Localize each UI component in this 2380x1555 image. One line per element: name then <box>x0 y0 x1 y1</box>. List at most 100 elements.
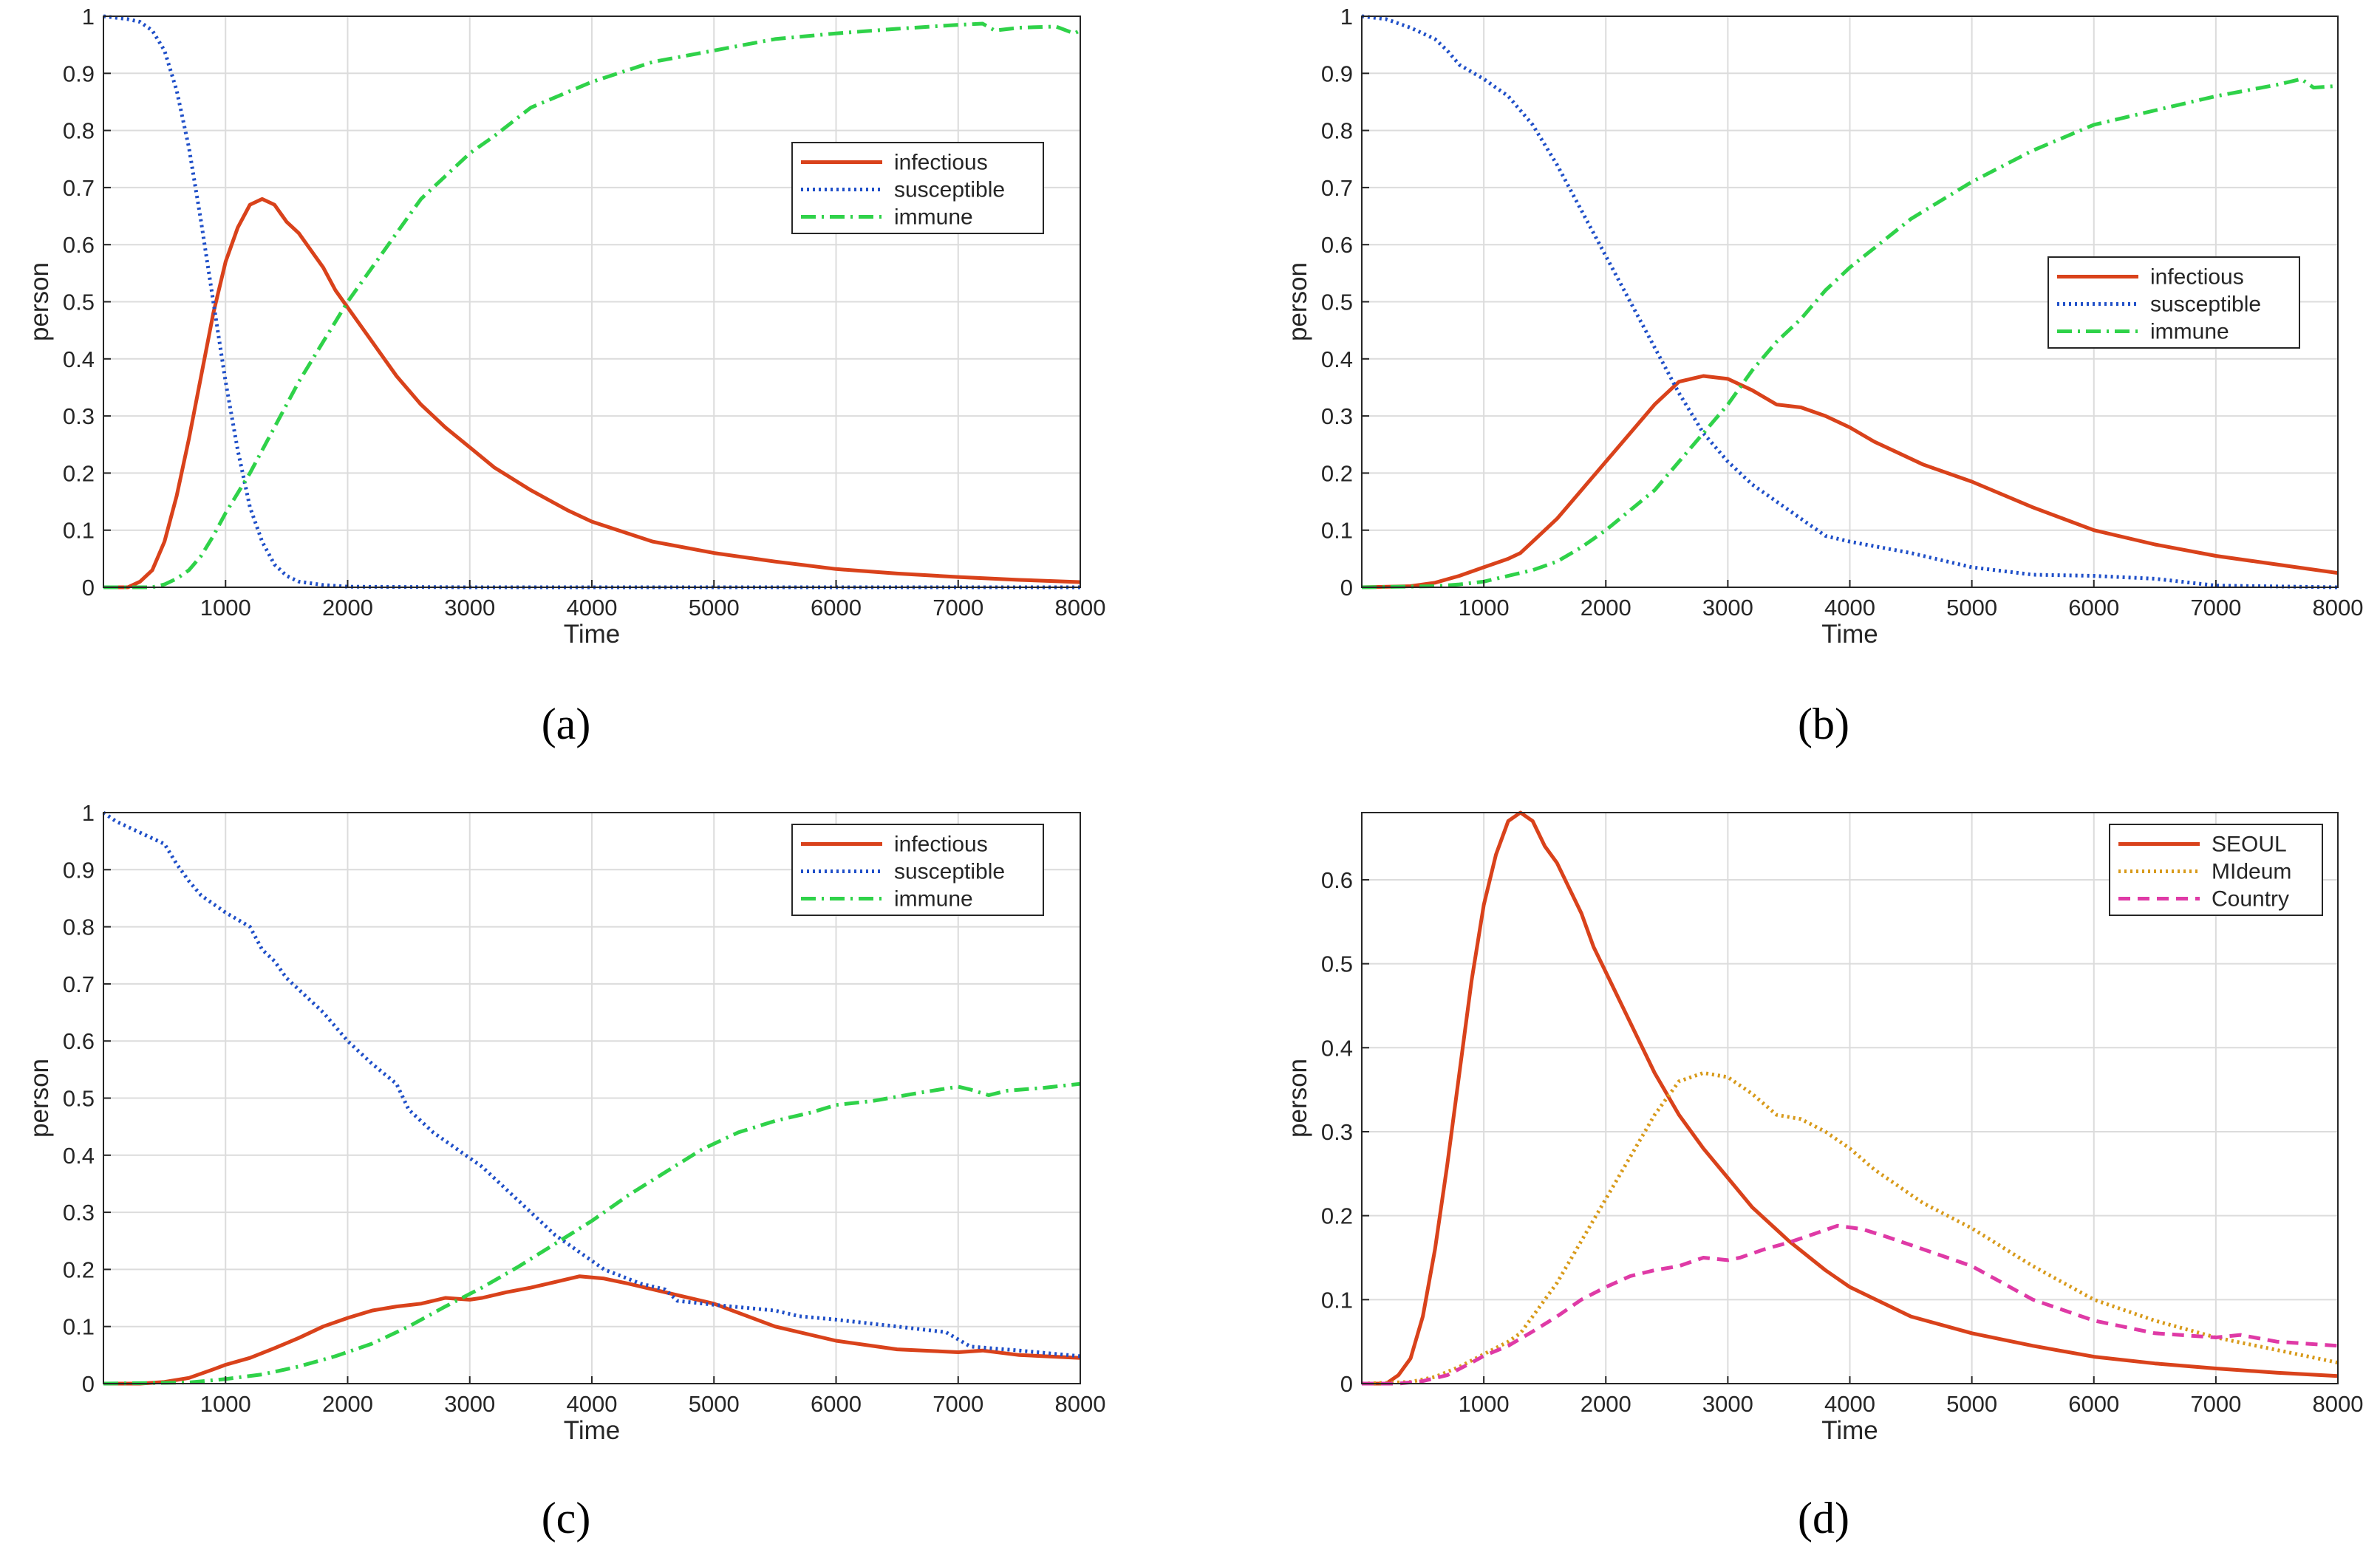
series-line-seoul <box>1362 810 2339 1386</box>
legend-label-immune: immune <box>2150 320 2229 344</box>
y-tick-label: 0.4 <box>63 346 95 372</box>
x-tick-label: 5000 <box>1946 595 1997 621</box>
legend-label-seoul: SEOUL <box>2212 833 2287 857</box>
y-tick-label: 0.7 <box>63 175 95 201</box>
panel-caption: (b) <box>1798 700 1849 748</box>
y-tick-label: 0.6 <box>1321 232 1353 258</box>
y-tick-label: 0.6 <box>63 232 95 258</box>
series-line-susceptible <box>1361 14 2339 589</box>
legend: SEOUL MIdeum Country <box>2109 824 2323 916</box>
x-tick-label: 3000 <box>444 595 495 621</box>
legend: infectious susceptible immune <box>2047 256 2300 349</box>
x-tick-label: 7000 <box>932 595 983 621</box>
y-tick-label: 0.6 <box>63 1028 95 1054</box>
legend-label-infectious: infectious <box>2150 265 2244 290</box>
series-line-susceptible <box>102 810 1081 1359</box>
y-tick-label: 0.3 <box>63 1200 95 1226</box>
panel-caption: (c) <box>542 1494 591 1542</box>
y-tick-label: 0.5 <box>63 1086 95 1112</box>
legend-label-infectious: infectious <box>894 151 988 175</box>
chart-panel-b: 1000 2000 3000 4000 5000 6000 7000 8000 0 0.1 0.2 0… <box>1283 4 2363 748</box>
legend-label-infectious: infectious <box>894 833 988 857</box>
x-axis-label: Time <box>1821 1416 1878 1445</box>
y-tick-label: 0.5 <box>1321 951 1353 977</box>
y-tick-label: 0.2 <box>1321 460 1353 486</box>
chart-panel-a: 1000 2000 3000 4000 5000 6000 7000 8000 0 0.1 0.2 0… <box>25 4 1105 748</box>
x-axis-label: Time <box>1821 620 1878 649</box>
y-tick-label: 0.2 <box>63 460 95 486</box>
y-tick-label: 0.4 <box>1321 346 1353 372</box>
x-tick-label: 5000 <box>689 1391 740 1417</box>
x-axis-label: Time <box>564 1416 620 1445</box>
y-tick-label: 0.8 <box>63 118 95 144</box>
y-tick-label: 0.4 <box>63 1143 95 1169</box>
x-tick-label: 1000 <box>1459 1391 1510 1417</box>
y-tick-label: 0.2 <box>63 1257 95 1282</box>
y-tick-label: 0.8 <box>1321 118 1353 144</box>
y-tick-label: 0.7 <box>1321 175 1353 201</box>
x-tick-label: 4000 <box>1824 1391 1875 1417</box>
x-tick-label: 8000 <box>1055 1391 1106 1417</box>
y-tick-label: 0 <box>1340 1371 1353 1397</box>
y-tick-label: 0.5 <box>63 290 95 315</box>
x-tick-label: 5000 <box>1946 1391 1997 1417</box>
y-axis-label: person <box>1283 262 1312 341</box>
x-tick-label: 6000 <box>811 1391 862 1417</box>
legend-label-susceptible: susceptible <box>894 860 1005 884</box>
series-line-country <box>1362 1223 2339 1386</box>
series-line-immune <box>103 1081 1081 1386</box>
x-tick-label: 4000 <box>1824 595 1875 621</box>
x-tick-label: 5000 <box>689 595 740 621</box>
y-axis-label: person <box>25 262 54 341</box>
x-tick-label: 2000 <box>322 595 373 621</box>
x-axis-label: Time <box>564 620 620 649</box>
y-tick-label: 0.8 <box>63 915 95 940</box>
x-tick-label: 2000 <box>1581 1391 1631 1417</box>
legend-label-immune: immune <box>894 887 973 912</box>
y-axis-label: person <box>25 1059 54 1138</box>
y-tick-label: 0.6 <box>1321 867 1353 893</box>
y-tick-label: 0.9 <box>1321 61 1353 86</box>
y-tick-label: 0.1 <box>1321 518 1353 544</box>
y-tick-label: 0.2 <box>1321 1203 1353 1229</box>
y-tick-label: 0.5 <box>1321 290 1353 315</box>
y-tick-label: 0.3 <box>1321 403 1353 429</box>
x-tick-label: 8000 <box>2313 1391 2364 1417</box>
x-tick-label: 2000 <box>322 1391 373 1417</box>
x-tick-label: 3000 <box>444 1391 495 1417</box>
x-tick-label: 7000 <box>2190 1391 2241 1417</box>
series-line-infectious <box>103 196 1081 589</box>
y-tick-label: 0.9 <box>63 857 95 883</box>
x-tick-label: 3000 <box>1702 595 1753 621</box>
series-line-infectious <box>1361 374 2339 589</box>
x-tick-label: 4000 <box>567 1391 618 1417</box>
x-tick-label: 4000 <box>567 595 618 621</box>
y-tick-label: 0.3 <box>1321 1119 1353 1145</box>
y-tick-label: 0.3 <box>63 403 95 429</box>
legend-label-immune: immune <box>894 205 973 230</box>
x-tick-label: 6000 <box>811 595 862 621</box>
y-tick-label: 1 <box>1340 4 1353 30</box>
y-tick-label: 0.1 <box>63 518 95 544</box>
panel-caption: (a) <box>542 700 591 748</box>
y-tick-label: 0.9 <box>63 61 95 86</box>
y-tick-label: 0.4 <box>1321 1035 1353 1061</box>
x-tick-label: 1000 <box>200 1391 251 1417</box>
series-line-immune <box>1361 77 2339 589</box>
series-line-immune <box>103 21 1082 589</box>
legend: infectious susceptible immune <box>791 142 1044 234</box>
x-tick-label: 1000 <box>200 595 251 621</box>
x-tick-label: 6000 <box>2068 595 2119 621</box>
legend-label-susceptible: susceptible <box>894 178 1005 202</box>
chart-panel-d: 1000 2000 3000 4000 5000 6000 7000 8000 0 0.1 0.2 0… <box>1283 810 2364 1542</box>
x-tick-label: 7000 <box>2190 595 2241 621</box>
legend-label-mideum: MIdeum <box>2212 860 2291 884</box>
y-tick-label: 0 <box>82 1371 95 1397</box>
series-line-infectious <box>103 1274 1081 1386</box>
legend-label-susceptible: susceptible <box>2150 293 2261 317</box>
y-tick-label: 0 <box>82 575 95 601</box>
y-tick-label: 0.7 <box>63 971 95 997</box>
y-tick-label: 1 <box>82 800 95 826</box>
panel-caption: (d) <box>1798 1494 1849 1542</box>
